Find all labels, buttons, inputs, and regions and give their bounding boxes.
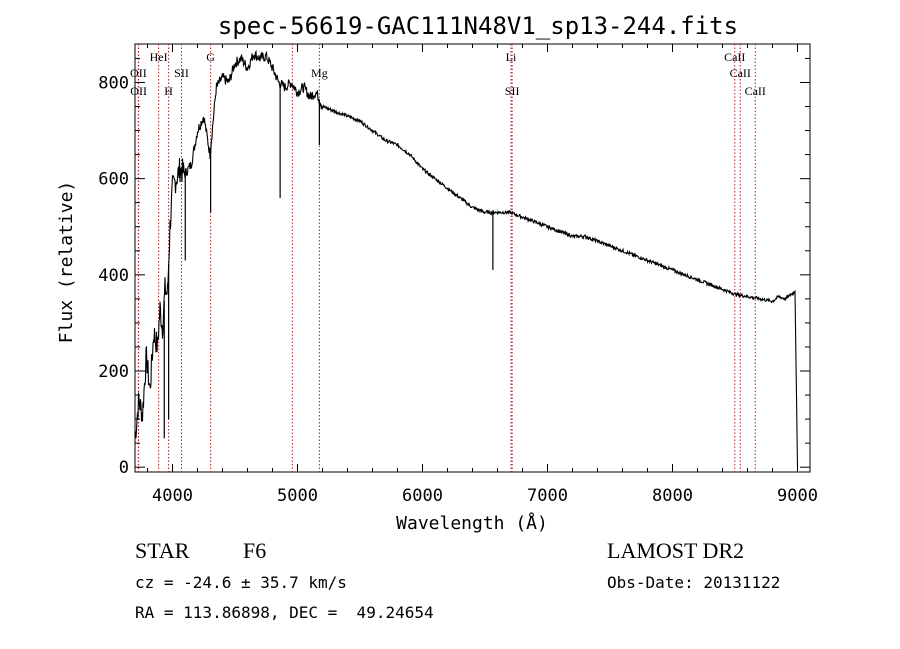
coordinates: RA = 113.86898, DEC = 49.24654 xyxy=(135,603,434,622)
x-tick-label: 9000 xyxy=(777,486,818,506)
chart-title: spec-56619-GAC111N48V1_sp13-244.fits xyxy=(218,12,738,40)
object-class: STAR xyxy=(135,538,190,563)
line-marker-label: Mg xyxy=(311,66,328,80)
line-marker-label: CaII xyxy=(745,84,766,98)
plot-frame xyxy=(134,43,811,473)
survey-name: LAMOST DR2 xyxy=(607,538,745,563)
x-axis-ticks: 4000 5000 6000 7000 8000 9000 xyxy=(147,44,818,506)
x-tick-label: 6000 xyxy=(402,486,443,506)
absorption-dips xyxy=(163,83,494,439)
line-marker-label: SII xyxy=(174,66,189,80)
line-marker-label: SII xyxy=(505,84,520,98)
y-tick-label: 0 xyxy=(119,458,129,478)
line-marker-label: Li xyxy=(506,50,517,64)
line-marker-label: H xyxy=(164,84,173,98)
line-marker-label: HeI xyxy=(150,50,168,64)
x-tick-label: 7000 xyxy=(527,486,568,506)
line-marker-label: CaII xyxy=(730,66,751,80)
x-tick-label: 4000 xyxy=(152,486,193,506)
y-tick-label: 400 xyxy=(98,266,129,286)
y-axis-ticks: 0 200 400 600 800 xyxy=(98,57,810,478)
y-axis-label: Flux (relative) xyxy=(56,181,77,344)
y-tick-label: 800 xyxy=(98,73,129,93)
line-marker-label: OII xyxy=(130,84,147,98)
spectrum-line xyxy=(134,49,799,468)
object-subclass: F6 xyxy=(243,538,267,563)
x-tick-label: 5000 xyxy=(277,486,318,506)
y-tick-label: 200 xyxy=(98,362,129,382)
x-tick-label: 8000 xyxy=(652,486,693,506)
y-tick-label: 600 xyxy=(98,170,129,190)
redshift-cz: cz = -24.6 ± 35.7 km/s xyxy=(135,573,347,592)
line-marker-label: CaII xyxy=(724,50,745,64)
line-marker-label: G xyxy=(206,50,215,64)
x-axis-label: Wavelength (Å) xyxy=(396,512,548,534)
observation-date: Obs-Date: 20131122 xyxy=(607,573,781,592)
